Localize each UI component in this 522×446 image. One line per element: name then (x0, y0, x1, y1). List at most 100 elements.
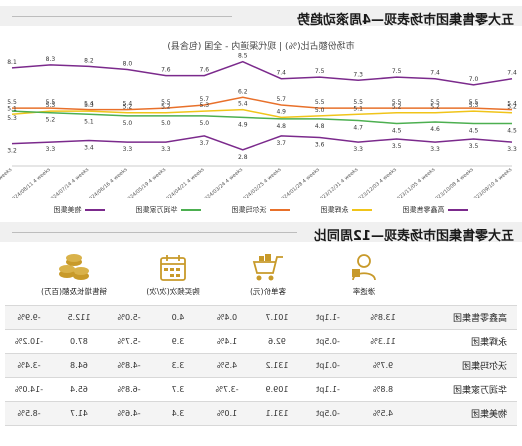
table-row: 华润万家集团 8.8% -1.1pt 109.9 -3.7% 3.7 -6.8% 65.4 -1… (5, 377, 517, 402)
table-cell: 9.7% (353, 353, 413, 378)
data-label: 7.6 (161, 67, 171, 74)
data-label: 4.5 (507, 128, 517, 135)
series-line (11, 108, 513, 119)
legend-label: 高鑫零售集团 (402, 206, 445, 214)
table-cell: 4.5% (203, 353, 251, 378)
data-label: 5.5 (46, 99, 56, 106)
x-tick-label: 2023/09/10 4 weeks (470, 167, 513, 198)
data-label: 5.4 (123, 101, 133, 108)
x-tick-label: 2023/11/05 4 weeks (393, 167, 436, 198)
data-label: 5.3 (84, 102, 94, 109)
metric-unit-price: 客单价(元) (228, 252, 308, 297)
data-label: 5.2 (507, 104, 517, 111)
table-cell: -1.1pt (303, 305, 353, 330)
data-label: 3.3 (353, 146, 363, 153)
data-label: 5.2 (161, 104, 171, 111)
legend-swatch (270, 209, 291, 211)
x-tick-label: 2024/02/25 4 weeks (240, 167, 283, 198)
header-rule (12, 16, 232, 17)
data-label: 4.7 (353, 124, 363, 131)
table-cell: 41.7 (53, 401, 105, 426)
data-label: 3.3 (430, 146, 440, 153)
data-label: 3.7 (276, 140, 286, 147)
metric-label: 渗透率 (352, 287, 376, 296)
data-label: 5.1 (7, 105, 17, 112)
row-company-name: 物美集团 (413, 401, 517, 426)
table-cell: 0.4% (203, 305, 251, 330)
calendar-icon (160, 255, 186, 281)
data-label: 4.8 (276, 123, 286, 130)
data-label: 5.1 (353, 105, 363, 112)
x-tick-label: 2024/04/21 4 weeks (163, 167, 206, 198)
legend-swatch (352, 209, 373, 211)
data-label: 5.3 (200, 102, 210, 109)
row-company-name: 沃尔玛集团 (413, 353, 517, 378)
table-cell: -5.7% (105, 329, 153, 354)
data-label: 4.9 (238, 121, 248, 128)
x-tick-label: 2024/03/24 4 weeks (201, 167, 244, 198)
legend-item: 沃尔玛集团 (232, 205, 291, 215)
data-label: 3.3 (123, 146, 133, 153)
data-label: 5.5 (161, 99, 171, 106)
table-cell: -6.8% (105, 377, 153, 402)
data-label: 5.5 (7, 99, 17, 106)
data-label: 5.4 (84, 101, 94, 108)
table-cell: 64.8 (53, 353, 105, 378)
section1-header: 五大零售集团市场表现—4周滚动趋势 (0, 6, 522, 28)
legend-item: 华润万家集团 (136, 205, 202, 215)
table-cell: 4.5% (353, 401, 413, 426)
data-label: 5.5 (315, 99, 325, 106)
row-company-name: 华润万家集团 (413, 377, 517, 402)
data-label: 3.7 (200, 140, 210, 147)
legend-label: 永辉集团 (320, 206, 349, 214)
table-cell: 1.4% (203, 329, 251, 354)
table-cell: 109.9 (251, 377, 303, 402)
coins-icon (59, 254, 89, 280)
table-row: 永辉集团 11.3% -0.5pt 92.6 1.4% 3.9 -5.7% 87.0 -10.2… (5, 329, 517, 354)
legend-swatch (85, 209, 106, 211)
table-cell: 3.7 (153, 377, 203, 402)
table-cell: 131.2 (251, 353, 303, 378)
table-cell: 131.1 (251, 401, 303, 426)
table-cell: 3.9 (153, 329, 203, 354)
table-cell: -0.1pt (303, 353, 353, 378)
data-label: 4.9 (276, 108, 286, 115)
legend-item: 永辉集团 (321, 205, 373, 215)
data-label: 5.0 (161, 120, 171, 127)
metric-label: 购买频次(次/次) (146, 287, 200, 296)
table-cell: -3.7% (203, 377, 251, 402)
yoy-table: 高鑫零售集团 13.8% -1.1pt 101.7 0.4% 4.0 -5.0% 112.5-… (5, 305, 517, 426)
data-label: 5.0 (123, 120, 133, 127)
table-row: 高鑫零售集团 13.8% -1.1pt 101.7 0.4% 4.0 -5.0% 112.5-… (5, 305, 517, 330)
people-icon (352, 254, 376, 281)
table-cell: 13.8% (353, 305, 413, 330)
x-tick-label: 2024/01/28 4 weeks (278, 167, 321, 198)
table-cell: -9.9% (5, 305, 53, 330)
data-label: 8.2 (84, 57, 94, 64)
table-cell: 3.3 (153, 353, 203, 378)
legend-item: 高鑫零售集团 (403, 205, 469, 215)
table-cell: -14.0% (5, 377, 53, 402)
trend-line-chart: 7.4 7.0 7.4 7.5 7.3 7.5 7.4 8.5 7.6 7.6 8.0 8.2 8.3 8… (0, 53, 517, 198)
x-tick-label: 2024/06/16 4 weeks (86, 167, 129, 198)
data-label: 5.0 (200, 120, 210, 127)
chart-legend: 高鑫零售集团 永辉集团 沃尔玛集团 华润万家集团 物美集团 (0, 205, 522, 215)
data-label: 5.7 (276, 96, 286, 103)
data-label: 5.0 (315, 107, 325, 114)
data-label: 7.0 (469, 76, 479, 83)
header-rule (12, 232, 297, 233)
data-label: 2.8 (238, 154, 248, 161)
series-line (11, 135, 513, 151)
table-cell: -0.5pt (303, 401, 353, 426)
data-label: 3.5 (469, 143, 479, 150)
table-cell: 87.0 (53, 329, 105, 354)
legend-label: 物美集团 (53, 206, 82, 214)
x-tick-label: 2023/12/03 4 weeks (355, 167, 398, 198)
section2-title: 五大零售集团市场表现—12周同比 (313, 229, 514, 244)
data-label: 5.4 (238, 101, 248, 108)
metric-frequency: 购买频次(次/次) (133, 252, 213, 297)
table-row: 物美集团 4.5% -0.5pt 131.1 1.0% 3.4 -4.6% 41.7 -8.5% (5, 401, 517, 426)
data-label: 7.4 (507, 70, 517, 77)
table-cell: -4.8% (105, 353, 153, 378)
